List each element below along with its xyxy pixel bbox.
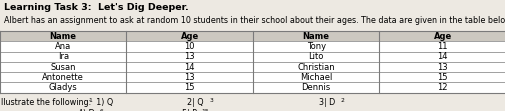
Text: Ilustrate the following:  1) Q: Ilustrate the following: 1) Q (1, 98, 113, 107)
Text: Age: Age (433, 32, 451, 41)
Text: 6: 6 (99, 109, 103, 111)
Text: Tony: Tony (306, 42, 325, 51)
Text: Antonette: Antonette (42, 73, 84, 82)
Text: Susan: Susan (50, 62, 76, 71)
Text: Learning Task 3:  Let's Dig Deeper.: Learning Task 3: Let's Dig Deeper. (4, 3, 188, 12)
Text: 14: 14 (437, 52, 447, 61)
Text: 13: 13 (184, 52, 194, 61)
Text: .: . (212, 109, 215, 111)
Text: 14: 14 (184, 62, 194, 71)
Text: 3: 3 (210, 98, 213, 103)
Text: 2: 2 (339, 98, 343, 103)
Text: 13: 13 (437, 62, 447, 71)
Text: Ana: Ana (55, 42, 71, 51)
Text: Michael: Michael (299, 73, 332, 82)
Text: 15: 15 (437, 73, 447, 82)
Text: Name: Name (302, 32, 329, 41)
Text: Dennis: Dennis (301, 83, 330, 92)
Text: Gladys: Gladys (49, 83, 77, 92)
Text: 5| P: 5| P (182, 109, 197, 111)
Text: 13: 13 (184, 73, 194, 82)
Text: 15: 15 (184, 83, 194, 92)
Text: Christian: Christian (297, 62, 334, 71)
Text: Age: Age (180, 32, 198, 41)
Bar (0, 41, 505, 93)
Text: 3| D: 3| D (318, 98, 334, 107)
Text: Name: Name (49, 32, 77, 41)
Text: 4) D: 4) D (78, 109, 95, 111)
Text: Albert has an assignment to ask at random 10 students in their school about thei: Albert has an assignment to ask at rando… (4, 16, 505, 25)
Text: 1: 1 (88, 98, 92, 103)
Text: 10: 10 (184, 42, 194, 51)
Bar (0, 31, 505, 41)
Text: 2| Q: 2| Q (187, 98, 204, 107)
Text: 15: 15 (201, 109, 209, 111)
Text: Lito: Lito (308, 52, 323, 61)
Text: 12: 12 (437, 83, 447, 92)
Text: .: . (105, 109, 108, 111)
Text: Ira: Ira (58, 52, 69, 61)
Text: 11: 11 (437, 42, 447, 51)
